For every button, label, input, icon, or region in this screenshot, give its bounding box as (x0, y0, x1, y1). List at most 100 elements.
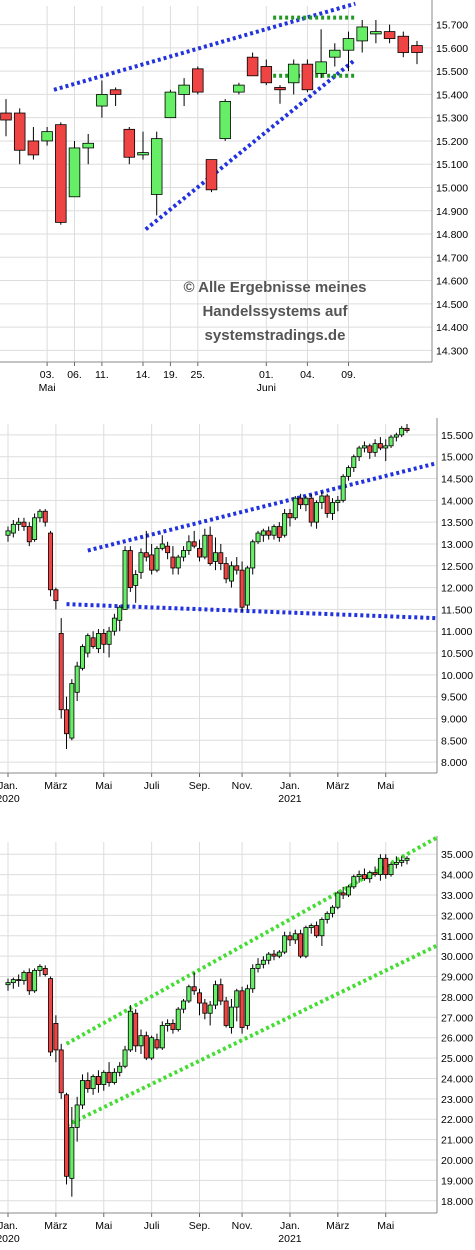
candle-up (127, 1010, 133, 1051)
candle-up (233, 84, 245, 93)
candle-down (308, 497, 314, 523)
weekly-candlestick-chart-2: 35.000 34.000 33.000 32.000 31.000 30.000 29.0… (0, 836, 473, 1245)
x-tick-label: 03. (40, 369, 55, 381)
y-tick-label: 12.500 (441, 561, 473, 573)
candle-down (127, 550, 133, 588)
x-tick-label: 04. (300, 369, 315, 381)
candle-down (314, 925, 320, 937)
x-tick-label: Nov. (232, 780, 253, 792)
candle-up (5, 982, 11, 986)
candle-up (370, 31, 382, 35)
candle-down (143, 1035, 149, 1059)
y-tick-label: 15.700 (436, 20, 468, 32)
candle-up (342, 38, 355, 51)
candle-down (95, 1076, 101, 1085)
candle-down (165, 545, 171, 554)
y-tick-label: 24.000 (441, 1073, 473, 1085)
x-tick-label: 14. (136, 369, 151, 381)
candle-up (367, 872, 373, 880)
watermark-line: © Alle Ergebnisse meines (183, 279, 366, 296)
x-tick-label: Jan. (0, 1220, 18, 1232)
x-tick-label: 11. (95, 369, 109, 381)
candle-up (21, 972, 27, 982)
x-tick-label: Juli (144, 1220, 160, 1232)
y-tick-label: 14.900 (436, 206, 468, 218)
chart-weekly-dow: 35.000 34.000 33.000 32.000 31.000 30.000 29.0… (0, 836, 473, 1245)
candle-down (340, 892, 346, 896)
candle-down (276, 526, 282, 538)
x-tick-label: März (326, 780, 349, 792)
candle-up (122, 1049, 128, 1067)
candle-down (123, 128, 136, 158)
candle-down (90, 637, 96, 647)
candle-down (48, 978, 54, 1053)
y-tick-label: 11.500 (441, 604, 472, 616)
candle-up (101, 1071, 107, 1085)
candle-down (397, 35, 410, 53)
y-tick-label: 25.000 (441, 1053, 473, 1065)
candle-up (32, 970, 38, 992)
candle-up (202, 534, 208, 558)
candle-up (122, 550, 128, 610)
candle-down (106, 1071, 112, 1083)
candle-up (133, 574, 139, 586)
candle-down (205, 159, 218, 191)
candle-up (335, 499, 341, 503)
x-tick-sublabel: Juni (257, 382, 276, 394)
trend-line (66, 602, 437, 621)
candle-down (287, 513, 293, 519)
x-tick-sublabel: 2020 (0, 793, 20, 805)
y-tick-label: 12.000 (441, 583, 473, 595)
candle-down (53, 589, 59, 602)
candle-up (228, 565, 234, 582)
candle-down (411, 45, 423, 53)
y-tick-label: 15.000 (436, 182, 468, 194)
y-tick-label: 23.000 (441, 1094, 473, 1106)
candle-up (287, 63, 300, 84)
candle-down (170, 1023, 176, 1030)
y-tick-label: 13.500 (441, 517, 473, 529)
candle-down (298, 933, 304, 957)
y-tick-label: 14.500 (436, 299, 468, 311)
candle-up (175, 556, 181, 569)
y-tick-label: 30.000 (441, 951, 473, 963)
candle-down (274, 87, 286, 91)
candle-down (197, 547, 202, 558)
y-tick-label: 22.000 (441, 1114, 473, 1126)
candle-up (329, 49, 341, 58)
candle-up (138, 1035, 144, 1047)
candle-up (340, 475, 346, 501)
candle-down (324, 495, 330, 514)
x-tick-label: Jan. (280, 780, 300, 792)
x-tick-label: März (44, 1220, 67, 1232)
candle-up (10, 979, 16, 984)
candle-down (197, 992, 202, 1004)
candle-down (42, 510, 48, 523)
candle-up (250, 541, 256, 569)
candle-up (330, 906, 335, 914)
candle-up (292, 933, 298, 941)
candle-up (186, 986, 192, 1002)
candle-up (164, 91, 177, 119)
candle-up (303, 497, 309, 506)
candle-down (377, 443, 383, 449)
y-tick-label: 14.400 (436, 322, 468, 334)
weekly-candlestick-chart-1: 15.500 15.000 14.500 14.000 13.500 13.000 12.5… (0, 418, 473, 805)
x-tick-label: 06. (67, 369, 82, 381)
candle-down (109, 89, 122, 95)
candle-up (324, 912, 330, 920)
y-tick-label: 20.000 (441, 1155, 473, 1167)
candle-up (219, 100, 231, 140)
watermark-line: systemstradings.de (205, 327, 346, 344)
candle-down (0, 112, 12, 121)
y-tick-label: 14.500 (441, 474, 473, 486)
candle-down (21, 521, 27, 527)
candle-up (255, 963, 261, 969)
candle-up (228, 1006, 234, 1028)
x-tick-label: Nov. (232, 1220, 253, 1232)
candle-down (13, 112, 26, 151)
y-tick-label: 15.000 (441, 452, 473, 464)
y-tick-label: 28.000 (441, 992, 473, 1004)
y-tick-label: 14.300 (436, 345, 468, 357)
candle-down (149, 554, 155, 571)
